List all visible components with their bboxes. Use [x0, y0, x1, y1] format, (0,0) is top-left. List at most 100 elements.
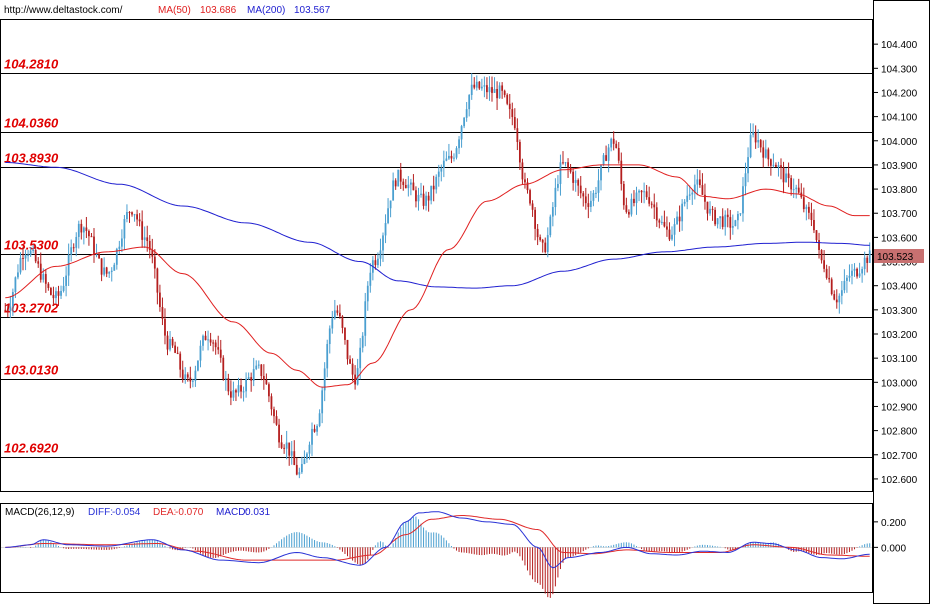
candle-body	[199, 345, 202, 361]
candle-body	[285, 442, 288, 449]
candle-body	[331, 318, 334, 329]
candle-body	[782, 167, 785, 183]
price-tick-label: 103.800	[881, 185, 918, 196]
candle-body	[361, 335, 364, 348]
candle-body	[217, 347, 220, 350]
price-tick-label: 103.600	[881, 233, 918, 244]
candle-body	[551, 207, 554, 217]
candle-body	[643, 191, 646, 193]
candle-body	[260, 364, 263, 376]
candle-body	[780, 165, 782, 168]
candle-body	[625, 205, 628, 212]
candle-body	[146, 237, 149, 242]
dea-line	[5, 515, 870, 561]
candle-body	[511, 109, 514, 118]
candle-body	[65, 275, 68, 286]
candle-body	[524, 179, 526, 183]
candle-body	[288, 442, 291, 456]
candle-body	[838, 295, 841, 303]
candlestick-series	[4, 73, 871, 479]
candle-body	[823, 260, 826, 269]
candle-body	[389, 200, 392, 209]
diff-line	[5, 511, 870, 569]
candle-body	[536, 228, 539, 238]
macd-panel-frame	[0, 503, 873, 593]
candle-body	[118, 246, 121, 249]
candle-body	[640, 190, 643, 193]
candle-body	[57, 291, 60, 296]
candle-body	[546, 235, 549, 253]
candle-body	[34, 249, 37, 262]
candle-body	[166, 335, 169, 350]
candle-body	[19, 258, 22, 273]
candle-body	[785, 173, 787, 183]
candle-body	[866, 257, 869, 263]
candle-body	[701, 185, 704, 195]
candle-body	[597, 180, 600, 193]
candle-body	[612, 138, 615, 144]
candle-body	[148, 241, 151, 250]
candle-body	[807, 206, 810, 213]
candle-body	[235, 390, 237, 393]
candle-body	[22, 258, 24, 260]
candle-body	[602, 155, 605, 165]
candle-body	[716, 218, 719, 225]
candle-body	[450, 155, 453, 159]
candle-body	[77, 223, 80, 237]
current-price-tag: 103.523	[874, 249, 924, 263]
candle-body	[440, 168, 443, 172]
candle-body	[521, 162, 524, 180]
candle-body	[734, 220, 737, 227]
candle-body	[17, 272, 19, 278]
candle-body	[265, 379, 268, 385]
candle-body	[572, 171, 575, 183]
candle-body	[351, 363, 354, 375]
candle-body	[409, 182, 412, 185]
candle-body	[815, 230, 818, 241]
candle-body	[293, 451, 296, 465]
candle-body	[349, 359, 351, 364]
candle-body	[567, 162, 569, 168]
candle-body	[311, 428, 313, 445]
candle-body	[458, 139, 460, 149]
candle-body	[775, 164, 777, 167]
candle-body	[85, 227, 88, 231]
candle-body	[415, 190, 417, 202]
candle-body	[6, 309, 9, 311]
candle-body	[425, 195, 427, 206]
candle-body	[138, 219, 141, 222]
candle-body	[189, 377, 192, 382]
candle-body	[790, 178, 793, 190]
candle-body	[764, 149, 767, 158]
macd-tick-label: 0.000	[881, 543, 906, 554]
moving-averages	[5, 162, 870, 388]
candle-body	[326, 344, 329, 369]
candle-body	[592, 193, 595, 201]
candle-body	[742, 186, 744, 214]
candle-body	[526, 182, 529, 191]
candle-body	[579, 185, 582, 194]
candle-body	[486, 85, 488, 93]
candle-body	[227, 378, 230, 392]
macd-diff-label: DIFF:	[88, 507, 113, 518]
candle-body	[341, 316, 344, 328]
candle-body	[131, 212, 133, 215]
candle-body	[278, 424, 280, 443]
candle-body	[673, 224, 676, 235]
candle-body	[820, 249, 823, 261]
candle-body	[506, 94, 509, 104]
price-tick-label: 103.200	[881, 330, 918, 341]
candle-body	[90, 236, 93, 238]
candle-body	[283, 447, 286, 449]
candle-body	[762, 147, 765, 158]
candle-body	[214, 342, 217, 348]
candle-body	[420, 193, 422, 195]
price-tick-label: 102.900	[881, 402, 918, 413]
candle-body	[156, 268, 159, 293]
candle-body	[252, 369, 255, 381]
candle-body	[181, 369, 184, 379]
candle-body	[620, 160, 623, 184]
candle-body	[698, 179, 701, 186]
candle-body	[813, 219, 815, 231]
